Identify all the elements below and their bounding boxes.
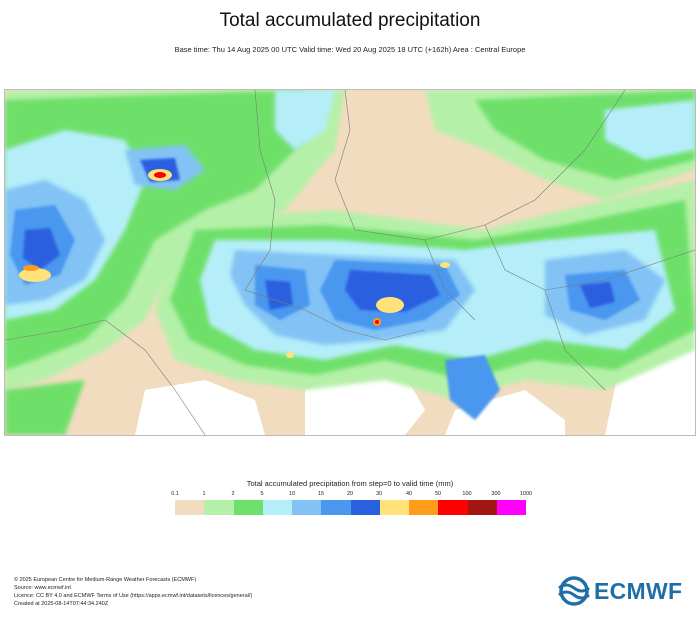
legend-swatch (409, 500, 439, 515)
legend-swatch (321, 500, 351, 515)
legend-tick: 10 (288, 491, 296, 497)
country-borders (5, 90, 695, 435)
footer-licence: Licence: CC BY 4.0 and ECMWF Terms of Us… (14, 593, 253, 599)
legend-swatch (292, 500, 322, 515)
page-subtitle: Base time: Thu 14 Aug 2025 00 UTC Valid … (174, 45, 526, 54)
legend-swatch (438, 500, 468, 515)
legend-tick: 5 (260, 491, 264, 497)
legend-swatch (379, 500, 409, 515)
legend-swatch (262, 500, 292, 515)
ecmwf-globe-icon (558, 576, 590, 606)
legend-tick: 15 (317, 491, 325, 497)
legend-tick: 20 (346, 491, 354, 497)
map-canvas (5, 90, 695, 435)
legend-color-bar (175, 500, 526, 515)
legend-tick: 30 (375, 491, 383, 497)
legend-tick: 2 (231, 491, 235, 497)
legend-swatch (204, 500, 234, 515)
legend-tick: 0.1 (171, 491, 179, 497)
ecmwf-logo: ECMWF (557, 575, 692, 607)
legend-swatch (496, 500, 526, 515)
precip-dark-blue (23, 158, 615, 312)
legend-tick: 40 (405, 491, 413, 497)
legend-tick: 1 (202, 491, 206, 497)
precipitation-map[interactable] (4, 89, 696, 436)
legend-swatch (175, 500, 205, 515)
footer-credits: © 2025 European Centre for Medium-Range … (14, 576, 252, 608)
legend-tick: 50 (434, 491, 442, 497)
legend-swatch (350, 500, 380, 515)
legend-title: Total accumulated precipitation from ste… (246, 479, 454, 488)
legend-swatch (467, 500, 497, 515)
page-title: Total accumulated precipitation (219, 10, 481, 31)
ecmwf-logo-text: ECMWF (594, 577, 683, 604)
footer-copyright: © 2025 European Centre for Medium-Range … (14, 577, 197, 583)
footer-created-at: Created at 2025-08-14T07:44:34.240Z (14, 601, 109, 607)
precip-hotspots (19, 169, 450, 358)
legend-swatch (233, 500, 263, 515)
legend-tick: 300 (491, 491, 501, 497)
legend-tick: 1000 (519, 491, 533, 497)
footer-source: Source: www.ecmwf.int (14, 585, 71, 591)
legend-tick: 100 (462, 491, 472, 497)
legend-tick-labels: 0.1 1 2 5 10 15 20 30 40 50 100 300 1000 (158, 491, 542, 501)
